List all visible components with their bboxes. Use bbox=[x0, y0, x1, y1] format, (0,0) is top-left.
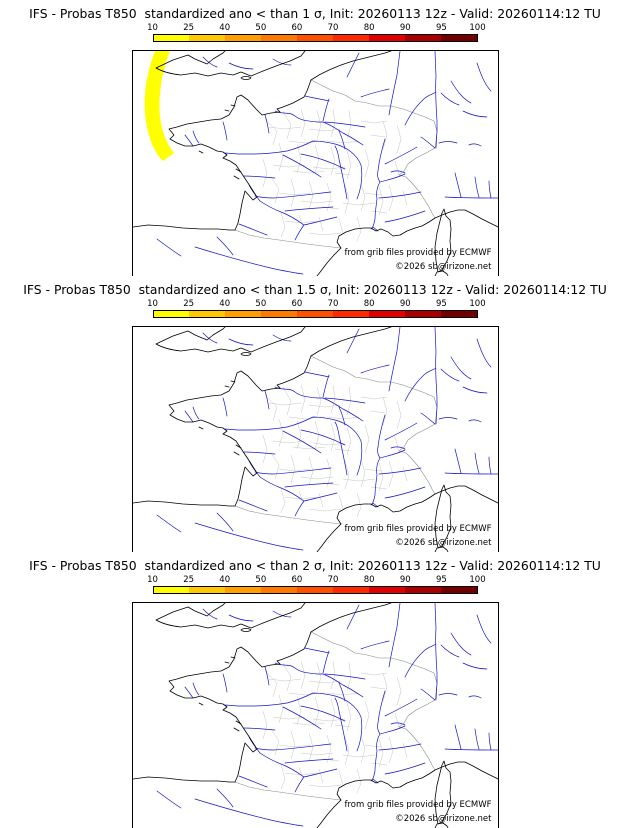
map-france-1-5sigma: from grib files provided by ECMWF ©2026 … bbox=[131, 326, 499, 552]
colorbar-segment bbox=[368, 311, 405, 317]
colorbar-segment bbox=[225, 35, 262, 41]
colorbar-tick: 10 bbox=[147, 575, 158, 585]
map-france-2sigma: from grib files provided by ECMWF ©2026 … bbox=[131, 602, 499, 828]
colorbar-segment bbox=[332, 311, 369, 317]
map-france-1sigma: from grib files provided by ECMWF ©2026 … bbox=[131, 50, 499, 276]
map-svg bbox=[132, 327, 498, 552]
colorbar-segment bbox=[297, 587, 333, 593]
colorbar-tick: 90 bbox=[399, 575, 411, 585]
colorbar-segment bbox=[189, 35, 226, 41]
colorbar-tick: 40 bbox=[219, 575, 231, 585]
panel-1-5sigma: IFS - Probas T850 standardized ano < tha… bbox=[0, 276, 630, 552]
colorbar-segment bbox=[225, 311, 262, 317]
panel-2sigma: IFS - Probas T850 standardized ano < tha… bbox=[0, 552, 630, 828]
france-basemap bbox=[132, 51, 498, 276]
colorbar-segment bbox=[297, 311, 333, 317]
france-basemap bbox=[132, 603, 498, 828]
attribution-copyright: ©2026 sb@irizone.net bbox=[395, 262, 492, 272]
colorbar-tick: 50 bbox=[255, 299, 267, 309]
colorbar-segment bbox=[332, 35, 369, 41]
panel-title: IFS - Probas T850 standardized ano < tha… bbox=[23, 282, 607, 297]
colorbar-tick: 80 bbox=[363, 299, 375, 309]
panel-title: IFS - Probas T850 standardized ano < tha… bbox=[29, 6, 601, 21]
colorbar-tick: 70 bbox=[327, 23, 339, 33]
colorbar: 10 25 40 50 60 70 80 90 95 100 bbox=[147, 23, 486, 42]
colorbar-segment bbox=[297, 35, 333, 41]
colorbar-gradient bbox=[152, 34, 478, 42]
colorbar-tick: 60 bbox=[291, 23, 303, 33]
colorbar-tick: 95 bbox=[435, 299, 447, 309]
colorbar-tick: 25 bbox=[183, 299, 195, 309]
colorbar-tick: 50 bbox=[255, 23, 267, 33]
map-svg bbox=[132, 603, 498, 828]
colorbar-tick: 40 bbox=[219, 299, 231, 309]
colorbar: 10 25 40 50 60 70 80 90 95 100 bbox=[147, 575, 486, 594]
anomaly-region-1sigma bbox=[144, 51, 174, 161]
colorbar-segment bbox=[153, 311, 190, 317]
attribution-ecmwf: from grib files provided by ECMWF bbox=[344, 524, 492, 534]
colorbar-segment bbox=[261, 35, 298, 41]
colorbar-segment bbox=[440, 587, 477, 593]
colorbar-tick: 80 bbox=[363, 575, 375, 585]
colorbar-tick: 50 bbox=[255, 575, 267, 585]
colorbar-tick: 70 bbox=[327, 299, 339, 309]
colorbar-gradient bbox=[152, 310, 478, 318]
attribution-ecmwf: from grib files provided by ECMWF bbox=[344, 248, 492, 258]
colorbar-segment bbox=[404, 587, 441, 593]
colorbar-segment bbox=[225, 587, 262, 593]
colorbar-tick: 90 bbox=[399, 299, 411, 309]
attribution-copyright: ©2026 sb@irizone.net bbox=[395, 814, 492, 824]
colorbar-tick-labels: 10 25 40 50 60 70 80 90 95 100 bbox=[147, 299, 486, 310]
colorbar-tick: 10 bbox=[147, 23, 158, 33]
colorbar-tick-labels: 10 25 40 50 60 70 80 90 95 100 bbox=[147, 575, 486, 586]
colorbar: 10 25 40 50 60 70 80 90 95 100 bbox=[147, 299, 486, 318]
colorbar-tick: 100 bbox=[469, 23, 486, 33]
colorbar-tick: 60 bbox=[291, 575, 303, 585]
colorbar-segment bbox=[404, 311, 441, 317]
colorbar-tick: 70 bbox=[327, 575, 339, 585]
colorbar-tick: 25 bbox=[183, 575, 195, 585]
colorbar-segment bbox=[189, 311, 226, 317]
colorbar-tick: 100 bbox=[469, 575, 486, 585]
colorbar-segment bbox=[189, 587, 226, 593]
attribution-copyright: ©2026 sb@irizone.net bbox=[395, 538, 492, 548]
colorbar-tick: 60 bbox=[291, 299, 303, 309]
colorbar-segment bbox=[153, 35, 190, 41]
colorbar-segment bbox=[368, 35, 405, 41]
colorbar-segment bbox=[440, 35, 477, 41]
colorbar-tick: 40 bbox=[219, 23, 231, 33]
colorbar-segment bbox=[153, 587, 190, 593]
map-svg bbox=[132, 51, 498, 276]
panel-title: IFS - Probas T850 standardized ano < tha… bbox=[29, 558, 601, 573]
colorbar-gradient bbox=[152, 586, 478, 594]
colorbar-segment bbox=[368, 587, 405, 593]
france-basemap bbox=[132, 327, 498, 552]
colorbar-segment bbox=[332, 587, 369, 593]
colorbar-tick: 10 bbox=[147, 299, 158, 309]
colorbar-tick-labels: 10 25 40 50 60 70 80 90 95 100 bbox=[147, 23, 486, 34]
colorbar-tick: 80 bbox=[363, 23, 375, 33]
colorbar-segment bbox=[261, 587, 298, 593]
colorbar-tick: 100 bbox=[469, 299, 486, 309]
colorbar-tick: 90 bbox=[399, 23, 411, 33]
colorbar-segment bbox=[440, 311, 477, 317]
colorbar-segment bbox=[404, 35, 441, 41]
attribution-ecmwf: from grib files provided by ECMWF bbox=[344, 800, 492, 810]
colorbar-tick: 95 bbox=[435, 575, 447, 585]
colorbar-segment bbox=[261, 311, 298, 317]
colorbar-tick: 95 bbox=[435, 23, 447, 33]
panel-1sigma: IFS - Probas T850 standardized ano < tha… bbox=[0, 0, 630, 276]
colorbar-tick: 25 bbox=[183, 23, 195, 33]
